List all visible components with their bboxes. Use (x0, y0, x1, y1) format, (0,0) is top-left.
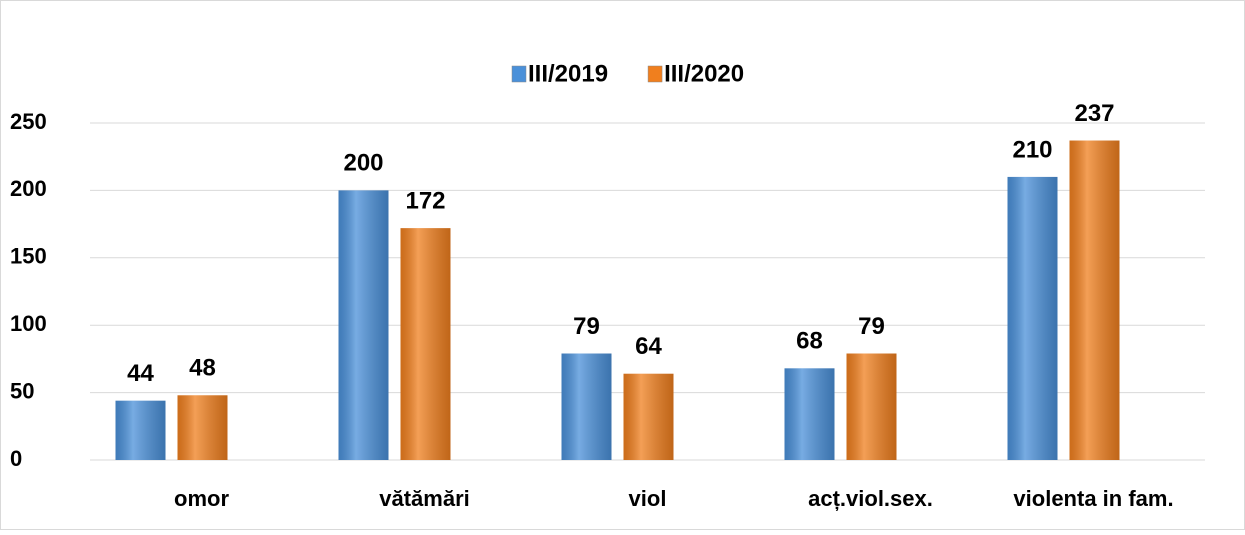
y-tick-label: 200 (10, 176, 47, 201)
data-label: 200 (343, 150, 383, 177)
x-tick-label: violenta in fam. (1013, 486, 1173, 511)
legend-label: III/2020 (664, 60, 744, 87)
y-tick-label: 0 (10, 446, 22, 471)
x-tick-label: omor (174, 486, 229, 511)
data-label: 44 (127, 360, 154, 387)
y-tick-label: 250 (10, 109, 47, 134)
bar-shade (784, 368, 835, 460)
bar-shade (1069, 140, 1120, 461)
bar-shade (846, 353, 897, 460)
data-label: 237 (1074, 100, 1114, 127)
y-tick-label: 50 (10, 378, 34, 403)
x-tick-label: viol (629, 486, 667, 511)
bar-shade (115, 400, 166, 460)
bar-shade (177, 395, 228, 460)
bar-shade (400, 228, 451, 460)
y-tick-label: 150 (10, 244, 47, 269)
bar-shade (561, 353, 612, 460)
bar-shade (1007, 176, 1058, 461)
data-label: 64 (635, 333, 662, 360)
x-tick-label: vătămări (379, 486, 470, 511)
data-label: 172 (405, 187, 445, 214)
bar-shade (338, 190, 389, 460)
bar-shade (623, 373, 674, 460)
legend-swatch (647, 65, 663, 83)
data-label: 68 (796, 328, 823, 355)
x-tick-label: acț.viol.sex. (808, 486, 933, 511)
y-tick-label: 100 (10, 311, 47, 336)
legend-label: III/2019 (528, 60, 608, 87)
data-label: 79 (573, 313, 600, 340)
legend-swatch (511, 65, 527, 83)
data-label: 79 (858, 313, 885, 340)
data-label: 210 (1012, 136, 1052, 163)
data-label: 48 (189, 355, 216, 382)
